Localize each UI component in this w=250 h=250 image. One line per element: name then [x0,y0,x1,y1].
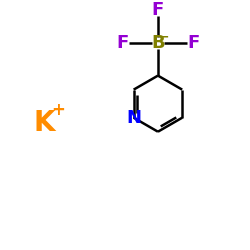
Text: K: K [34,109,55,137]
Text: −: − [159,31,169,44]
Text: B: B [151,34,165,52]
Text: +: + [51,101,65,119]
Text: F: F [116,34,129,52]
Text: F: F [187,34,200,52]
Text: F: F [152,1,164,19]
Text: N: N [126,109,141,127]
